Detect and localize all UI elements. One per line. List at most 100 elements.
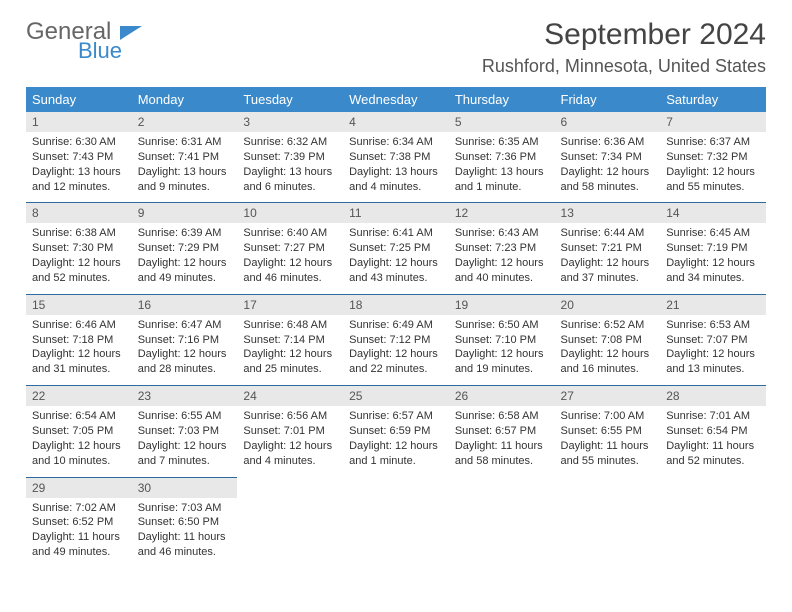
calendar-cell-empty (343, 477, 449, 568)
day-number: 30 (132, 478, 238, 498)
sunrise-text: Sunrise: 6:37 AM (666, 135, 760, 150)
calendar-cell: 16Sunrise: 6:47 AMSunset: 7:16 PMDayligh… (132, 294, 238, 385)
day-number: 20 (555, 295, 661, 315)
logo-text-blue: Blue (78, 38, 122, 64)
sunset-text: Sunset: 7:43 PM (32, 150, 126, 165)
calendar-cell: 26Sunrise: 6:58 AMSunset: 6:57 PMDayligh… (449, 386, 555, 477)
sunset-text: Sunset: 7:29 PM (138, 241, 232, 256)
day-number: 9 (132, 203, 238, 223)
sunset-text: Sunset: 7:34 PM (561, 150, 655, 165)
day-body: Sunrise: 6:45 AMSunset: 7:19 PMDaylight:… (660, 223, 766, 293)
sunset-text: Sunset: 6:54 PM (666, 424, 760, 439)
sunrise-text: Sunrise: 7:03 AM (138, 501, 232, 516)
day-body: Sunrise: 6:34 AMSunset: 7:38 PMDaylight:… (343, 132, 449, 202)
calendar-cell: 17Sunrise: 6:48 AMSunset: 7:14 PMDayligh… (237, 294, 343, 385)
calendar-cell-empty (555, 477, 661, 568)
day-number: 5 (449, 112, 555, 132)
day-number: 8 (26, 203, 132, 223)
calendar-cell: 1Sunrise: 6:30 AMSunset: 7:43 PMDaylight… (26, 112, 132, 203)
sunset-text: Sunset: 7:27 PM (243, 241, 337, 256)
daylight-text: Daylight: 13 hours and 1 minute. (455, 165, 549, 195)
calendar-row: 1Sunrise: 6:30 AMSunset: 7:43 PMDaylight… (26, 112, 766, 203)
calendar-table: Sunday Monday Tuesday Wednesday Thursday… (26, 87, 766, 568)
sunset-text: Sunset: 7:16 PM (138, 333, 232, 348)
day-number: 12 (449, 203, 555, 223)
sunrise-text: Sunrise: 6:41 AM (349, 226, 443, 241)
logo: General Blue (26, 18, 111, 46)
calendar-cell: 25Sunrise: 6:57 AMSunset: 6:59 PMDayligh… (343, 386, 449, 477)
day-body: Sunrise: 7:01 AMSunset: 6:54 PMDaylight:… (660, 406, 766, 476)
daylight-text: Daylight: 11 hours and 52 minutes. (666, 439, 760, 469)
daylight-text: Daylight: 12 hours and 49 minutes. (138, 256, 232, 286)
sunset-text: Sunset: 7:41 PM (138, 150, 232, 165)
calendar-cell: 19Sunrise: 6:50 AMSunset: 7:10 PMDayligh… (449, 294, 555, 385)
daylight-text: Daylight: 12 hours and 10 minutes. (32, 439, 126, 469)
calendar-cell: 23Sunrise: 6:55 AMSunset: 7:03 PMDayligh… (132, 386, 238, 477)
sunrise-text: Sunrise: 6:58 AM (455, 409, 549, 424)
day-number: 14 (660, 203, 766, 223)
sunrise-text: Sunrise: 6:56 AM (243, 409, 337, 424)
day-body: Sunrise: 6:41 AMSunset: 7:25 PMDaylight:… (343, 223, 449, 293)
daylight-text: Daylight: 12 hours and 13 minutes. (666, 347, 760, 377)
day-number: 7 (660, 112, 766, 132)
calendar-cell-empty (449, 477, 555, 568)
day-body: Sunrise: 6:39 AMSunset: 7:29 PMDaylight:… (132, 223, 238, 293)
day-body: Sunrise: 7:02 AMSunset: 6:52 PMDaylight:… (26, 498, 132, 568)
day-body: Sunrise: 6:58 AMSunset: 6:57 PMDaylight:… (449, 406, 555, 476)
sunset-text: Sunset: 7:05 PM (32, 424, 126, 439)
sunrise-text: Sunrise: 6:45 AM (666, 226, 760, 241)
logo-triangle-icon (120, 26, 142, 40)
sunset-text: Sunset: 6:55 PM (561, 424, 655, 439)
day-number: 28 (660, 386, 766, 406)
day-body: Sunrise: 6:40 AMSunset: 7:27 PMDaylight:… (237, 223, 343, 293)
day-number: 10 (237, 203, 343, 223)
day-number: 6 (555, 112, 661, 132)
dayname-sun: Sunday (26, 87, 132, 112)
daylight-text: Daylight: 12 hours and 37 minutes. (561, 256, 655, 286)
day-body: Sunrise: 6:35 AMSunset: 7:36 PMDaylight:… (449, 132, 555, 202)
sunset-text: Sunset: 7:25 PM (349, 241, 443, 256)
sunrise-text: Sunrise: 6:49 AM (349, 318, 443, 333)
sunset-text: Sunset: 7:23 PM (455, 241, 549, 256)
day-body: Sunrise: 6:53 AMSunset: 7:07 PMDaylight:… (660, 315, 766, 385)
sunset-text: Sunset: 7:03 PM (138, 424, 232, 439)
sunset-text: Sunset: 6:57 PM (455, 424, 549, 439)
day-number: 11 (343, 203, 449, 223)
day-number: 22 (26, 386, 132, 406)
sunrise-text: Sunrise: 6:35 AM (455, 135, 549, 150)
calendar-cell: 3Sunrise: 6:32 AMSunset: 7:39 PMDaylight… (237, 112, 343, 203)
sunset-text: Sunset: 7:07 PM (666, 333, 760, 348)
sunrise-text: Sunrise: 7:00 AM (561, 409, 655, 424)
daylight-text: Daylight: 12 hours and 34 minutes. (666, 256, 760, 286)
day-number: 13 (555, 203, 661, 223)
sunrise-text: Sunrise: 6:53 AM (666, 318, 760, 333)
day-body: Sunrise: 6:30 AMSunset: 7:43 PMDaylight:… (26, 132, 132, 202)
sunset-text: Sunset: 7:21 PM (561, 241, 655, 256)
sunrise-text: Sunrise: 7:02 AM (32, 501, 126, 516)
daylight-text: Daylight: 13 hours and 12 minutes. (32, 165, 126, 195)
day-number: 26 (449, 386, 555, 406)
calendar-cell: 27Sunrise: 7:00 AMSunset: 6:55 PMDayligh… (555, 386, 661, 477)
dayname-mon: Monday (132, 87, 238, 112)
day-number: 24 (237, 386, 343, 406)
day-body: Sunrise: 6:44 AMSunset: 7:21 PMDaylight:… (555, 223, 661, 293)
sunrise-text: Sunrise: 6:52 AM (561, 318, 655, 333)
calendar-cell: 18Sunrise: 6:49 AMSunset: 7:12 PMDayligh… (343, 294, 449, 385)
daylight-text: Daylight: 12 hours and 40 minutes. (455, 256, 549, 286)
calendar-row: 8Sunrise: 6:38 AMSunset: 7:30 PMDaylight… (26, 203, 766, 294)
daylight-text: Daylight: 12 hours and 43 minutes. (349, 256, 443, 286)
daylight-text: Daylight: 12 hours and 16 minutes. (561, 347, 655, 377)
day-body: Sunrise: 6:47 AMSunset: 7:16 PMDaylight:… (132, 315, 238, 385)
calendar-row: 29Sunrise: 7:02 AMSunset: 6:52 PMDayligh… (26, 477, 766, 568)
daylight-text: Daylight: 12 hours and 25 minutes. (243, 347, 337, 377)
sunrise-text: Sunrise: 6:32 AM (243, 135, 337, 150)
day-number: 21 (660, 295, 766, 315)
sunset-text: Sunset: 7:08 PM (561, 333, 655, 348)
sunrise-text: Sunrise: 6:31 AM (138, 135, 232, 150)
sunrise-text: Sunrise: 6:50 AM (455, 318, 549, 333)
day-body: Sunrise: 6:49 AMSunset: 7:12 PMDaylight:… (343, 315, 449, 385)
daylight-text: Daylight: 12 hours and 1 minute. (349, 439, 443, 469)
sunset-text: Sunset: 7:12 PM (349, 333, 443, 348)
calendar-cell: 15Sunrise: 6:46 AMSunset: 7:18 PMDayligh… (26, 294, 132, 385)
day-number: 18 (343, 295, 449, 315)
